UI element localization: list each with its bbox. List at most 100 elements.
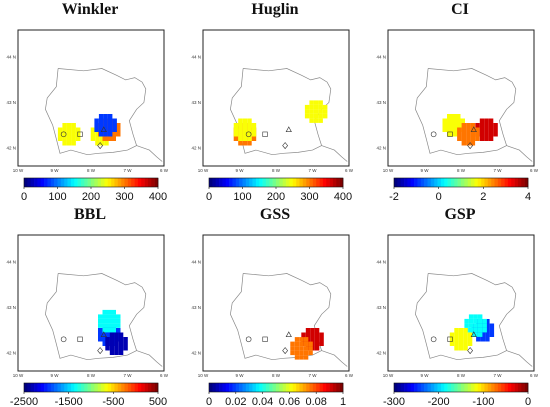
colorbar-tick-label: -100 (472, 396, 494, 407)
data-cell (451, 132, 456, 137)
lat-label: 42 N (376, 145, 386, 150)
colorbar-tick-label: -300 (383, 396, 405, 407)
data-cell (458, 328, 464, 333)
data-cell (242, 136, 248, 141)
map-frame (202, 234, 350, 372)
data-cell (303, 346, 309, 351)
colorbar-segment (447, 178, 452, 187)
colorbar-segment (491, 178, 495, 187)
colorbar-segment (242, 178, 247, 187)
colorbar-segment (154, 383, 159, 392)
colorbar-segment (316, 178, 320, 187)
data-cell (109, 346, 115, 351)
colorbar-segment (461, 383, 465, 392)
data-cell (314, 328, 320, 333)
lat-label: 42 N (376, 350, 386, 355)
data-cell (90, 132, 96, 137)
data-cell (482, 318, 487, 324)
colorbar-segment (212, 383, 216, 392)
data-cell (303, 350, 309, 356)
panel-title: GSS (259, 206, 291, 223)
data-cell (488, 118, 494, 123)
colorbar-segment (60, 178, 65, 187)
colorbar-tick-label: 0 (21, 191, 27, 203)
colorbar-segment (57, 383, 62, 392)
data-cell (118, 341, 124, 346)
colorbar-segment (124, 383, 129, 392)
data-cell (456, 114, 461, 119)
station-marker (97, 142, 104, 150)
data-cell (319, 341, 324, 346)
data-cell (318, 100, 323, 105)
colorbar-segment (424, 178, 428, 187)
colorbar-segment (117, 178, 122, 187)
data-cell (105, 346, 110, 351)
colorbar-tick-label: -1500 (55, 396, 83, 407)
colorbar-segment (477, 178, 482, 187)
colorbar-segment (84, 178, 88, 187)
data-cell (299, 346, 304, 351)
data-cell (107, 123, 113, 128)
data-cell (103, 123, 108, 128)
colorbar-tick-label: -2500 (10, 396, 38, 407)
data-cell (493, 132, 498, 137)
data-cell (475, 136, 480, 141)
data-cell (57, 132, 63, 137)
data-cell (251, 123, 257, 128)
map-frame (17, 29, 165, 167)
colorbar-tick-label: 200 (267, 191, 285, 203)
colorbar-segment (444, 178, 448, 187)
border-line (321, 145, 348, 162)
colorbar-segment (215, 383, 220, 392)
colorbar-frame (393, 177, 529, 188)
lat-label: 43 N (191, 305, 201, 310)
data-cell (473, 323, 478, 328)
lat-label: 44 N (6, 55, 16, 60)
data-cell (233, 123, 239, 128)
data-cell (305, 328, 311, 333)
colorbar-tick-label: 0 (206, 191, 212, 203)
data-cell (489, 328, 495, 333)
data-cell (466, 127, 471, 132)
data-cell (123, 337, 128, 342)
lon-label: 7 W (308, 373, 317, 378)
panel-gss: GSS 44 N 43 N 42 N 10 W 9 W 8 W 7 W 6 W 0 0.02 0.0… (185, 205, 365, 407)
colorbar-tick-label: -2 (389, 191, 399, 203)
colorbar-segment (74, 383, 78, 392)
lon-label: 7 W (493, 168, 502, 173)
colorbar-segment (302, 178, 307, 187)
colorbar-segment (514, 178, 519, 187)
colorbar-segment (151, 178, 155, 187)
colorbar-segment (84, 383, 88, 392)
data-cell (57, 136, 63, 141)
data-cell (309, 104, 314, 110)
data-cell (470, 136, 476, 141)
panel-huglin: Huglin 44 N 43 N 42 N 10 W 9 W 8 W 7 W 6 W 0 100 2… (185, 0, 365, 203)
data-cell (493, 127, 498, 132)
data-cell (310, 328, 315, 333)
data-cell (238, 132, 243, 137)
colorbar-segment (471, 178, 475, 187)
data-cell (62, 136, 67, 141)
colorbar-segment (222, 383, 227, 392)
colorbar-segment (427, 178, 432, 187)
colorbar-segment (272, 383, 277, 392)
data-cell (111, 318, 116, 324)
lon-label: 7 W (493, 373, 502, 378)
data-cell (457, 136, 462, 141)
colorbar-segment (322, 383, 327, 392)
colorbar-segment (309, 178, 314, 187)
colorbar-segment (517, 178, 522, 187)
colorbar-segment (417, 178, 422, 187)
data-cell (458, 346, 464, 351)
lat-label: 42 N (6, 145, 16, 150)
data-cell (62, 123, 67, 128)
lon-label: 9 W (235, 168, 244, 173)
colorbar-segment (504, 178, 509, 187)
colorbar-segment (235, 383, 240, 392)
data-cell (66, 123, 72, 128)
colorbar-segment (400, 383, 405, 392)
data-cell (456, 118, 461, 123)
colorbar-segment (87, 178, 92, 187)
colorbar-segment (504, 383, 509, 392)
